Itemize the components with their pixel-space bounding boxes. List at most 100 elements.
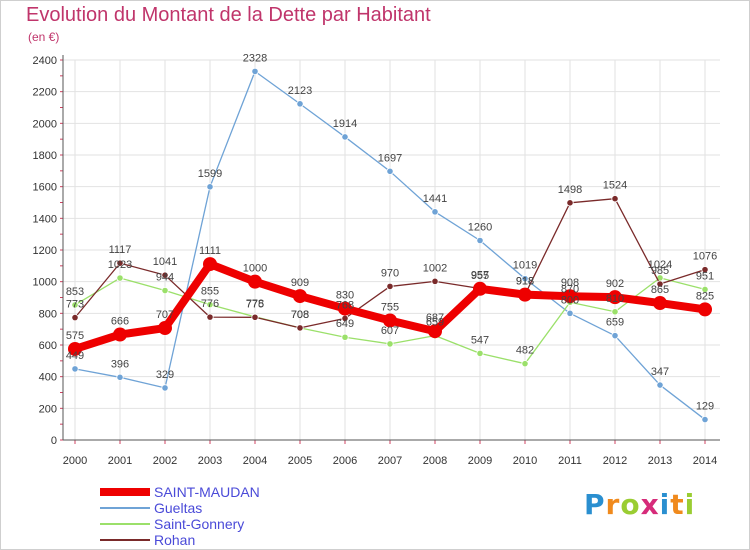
data-point: [518, 287, 532, 302]
data-label: 649: [336, 318, 354, 330]
data-point: [161, 384, 169, 392]
data-point: [248, 274, 262, 289]
data-point: [431, 208, 439, 216]
legend-swatch: [100, 488, 150, 496]
data-point: [251, 313, 259, 321]
data-label: 1117: [109, 244, 132, 256]
y-tick-label: 1000: [33, 277, 57, 289]
data-point: [656, 381, 664, 389]
data-label: 449: [66, 350, 84, 362]
data-point: [341, 333, 349, 341]
data-label: 396: [111, 358, 129, 370]
data-label: 825: [696, 290, 714, 302]
data-point: [476, 236, 484, 245]
data-point: [203, 257, 217, 272]
data-label: 708: [291, 309, 309, 321]
data-point: [653, 296, 667, 311]
data-label: 2123: [288, 85, 312, 97]
data-label: 547: [471, 334, 489, 346]
x-tick-label: 2005: [288, 455, 312, 467]
data-label: 1697: [378, 152, 402, 164]
data-label: 955: [471, 270, 489, 282]
data-label: 129: [696, 401, 714, 413]
data-label: 944: [156, 272, 174, 284]
legend-label: Rohan: [154, 532, 196, 548]
data-point: [566, 309, 574, 317]
x-tick-label: 2006: [333, 455, 357, 467]
data-label: 853: [66, 286, 84, 298]
data-label: 951: [696, 270, 714, 282]
data-point: [206, 313, 214, 321]
data-label: 918: [516, 276, 534, 288]
y-tick-label: 1200: [33, 245, 57, 257]
x-tick-label: 2012: [603, 455, 627, 467]
data-label: 957: [471, 269, 489, 281]
data-label: 855: [201, 286, 219, 298]
x-tick-label: 2009: [468, 455, 492, 467]
data-point: [116, 259, 124, 267]
data-label: 902: [606, 278, 624, 290]
data-point: [608, 290, 622, 305]
chart-title: Evolution du Montant de la Dette par Hab…: [26, 4, 431, 26]
data-point: [71, 365, 79, 373]
data-point: [161, 286, 169, 295]
data-label: 659: [426, 317, 444, 329]
data-point: [386, 167, 394, 175]
data-label: 1441: [423, 193, 447, 205]
data-label: 707: [156, 309, 174, 321]
legend-label: SAINT-MAUDAN: [154, 484, 260, 500]
data-point: [206, 183, 214, 191]
data-label: 687: [426, 312, 444, 324]
data-point: [566, 199, 574, 207]
data-label: 918: [516, 276, 534, 288]
data-label: 755: [381, 301, 399, 313]
data-label: 985: [651, 265, 669, 277]
data-point: [656, 280, 664, 288]
x-tick-label: 2011: [558, 455, 582, 467]
y-tick-label: 2000: [33, 118, 57, 130]
data-point: [116, 373, 124, 381]
y-tick-label: 0: [51, 435, 57, 447]
data-point: [611, 308, 619, 316]
legend-swatch: [100, 523, 150, 525]
data-point: [521, 275, 529, 283]
data-label: 800: [561, 294, 579, 306]
data-point: [116, 274, 124, 282]
data-point: [431, 277, 439, 285]
data-label: 347: [651, 366, 669, 378]
data-label: 909: [291, 277, 309, 289]
data-point: [701, 415, 709, 424]
data-label: 1076: [693, 251, 717, 263]
x-tick-label: 2001: [108, 455, 132, 467]
data-label: 329: [156, 369, 174, 381]
x-tick-label: 2013: [648, 455, 672, 467]
data-label: 1041: [153, 256, 177, 268]
data-point: [563, 289, 577, 304]
x-tick-label: 2014: [693, 455, 717, 467]
data-label: 575: [66, 330, 84, 342]
data-label: 870: [561, 283, 579, 295]
data-point: [338, 301, 352, 316]
data-point: [428, 324, 442, 339]
data-point: [698, 302, 712, 317]
data-label: 1023: [108, 259, 132, 271]
data-label: 776: [201, 298, 219, 310]
data-point: [476, 349, 484, 357]
data-label: 1024: [648, 259, 672, 271]
data-point: [296, 324, 304, 332]
data-label: 708: [291, 309, 309, 321]
y-tick-label: 800: [39, 308, 57, 320]
proxiti-logo: Proxiti: [584, 488, 696, 521]
data-point: [473, 281, 487, 296]
data-point: [521, 360, 529, 368]
x-tick-label: 2004: [243, 455, 267, 467]
data-point: [383, 313, 397, 328]
y-tick-label: 2200: [33, 87, 57, 99]
legend-label: Gueltas: [154, 500, 203, 516]
data-label: 908: [561, 277, 579, 289]
data-label: 810: [606, 293, 624, 305]
x-tick-label: 2002: [153, 455, 177, 467]
data-label: 1000: [243, 263, 267, 275]
x-tick-label: 2003: [198, 455, 222, 467]
